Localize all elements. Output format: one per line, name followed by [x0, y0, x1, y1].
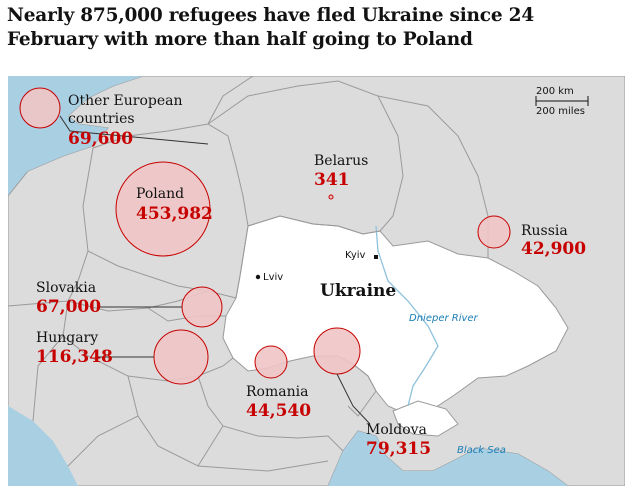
border-austria: [8, 300, 69, 307]
bubble-romania: [254, 345, 288, 379]
slovakia-value: 67,000: [36, 297, 102, 317]
border-bulgaria: [197, 460, 329, 472]
border-hungary: [62, 300, 234, 382]
lviv-dot: [255, 274, 261, 280]
poland-value: 453,982: [136, 204, 213, 224]
river-label: Dnieper River: [409, 313, 478, 324]
border-serbia: [127, 375, 224, 467]
black-sea-label: Black Sea: [457, 445, 506, 456]
slovakia-label: Slovakia: [36, 280, 97, 296]
moldova-value: 79,315: [366, 439, 432, 459]
other-european-label-line2: countries: [68, 111, 135, 127]
other-european-value: 69,600: [68, 129, 134, 149]
ukraine-label: Ukraine: [320, 281, 397, 301]
leader-other-european: [59, 115, 209, 145]
kyiv-label: Kyiv: [345, 250, 366, 261]
belarus-label: Belarus: [314, 153, 369, 169]
romania-value: 44,540: [246, 401, 312, 421]
adriatic-sea: [8, 406, 78, 486]
romania-label: Romania: [246, 384, 309, 400]
belarus-value: 341: [314, 170, 350, 190]
border-croatia: [32, 335, 64, 422]
black-sea: [328, 431, 568, 486]
hungary-value: 116,348: [36, 347, 113, 367]
russia-value: 42,900: [521, 239, 587, 259]
poland-label: Poland: [136, 186, 185, 202]
lviv-label: Lviv: [263, 272, 284, 283]
scale-km-label: 200 km: [536, 86, 574, 97]
kyiv-marker: [374, 255, 378, 259]
moldova-label: Moldova: [366, 422, 427, 438]
bubble-slovakia: [181, 286, 223, 328]
bubble-moldova: [313, 327, 361, 375]
bubble-poland: [115, 161, 211, 257]
border-lithuania: [207, 76, 254, 125]
border-germany: [82, 147, 94, 252]
dnieper-river: [375, 225, 439, 407]
hungary-label: Hungary: [36, 330, 99, 346]
other-european-label-line1: Other European: [68, 93, 183, 109]
crimea: [392, 400, 459, 437]
bubble-belarus: [328, 194, 334, 200]
russia-label: Russia: [521, 223, 568, 239]
border-romania: [197, 375, 344, 452]
scale-miles-label: 200 miles: [536, 106, 585, 117]
border-belarus: [207, 80, 404, 235]
border-balkans: [67, 415, 139, 467]
refugee-map: Other European countries 69,600 Poland 4…: [8, 76, 625, 486]
bubble-hungary: [153, 329, 209, 385]
border-czech: [67, 250, 209, 312]
map-graphic: [8, 76, 625, 486]
bubble-other-european: [19, 87, 61, 129]
headline: Nearly 875,000 refugees have fled Ukrain…: [7, 5, 535, 50]
bubble-russia: [477, 215, 511, 249]
leader-moldova: [336, 373, 371, 425]
